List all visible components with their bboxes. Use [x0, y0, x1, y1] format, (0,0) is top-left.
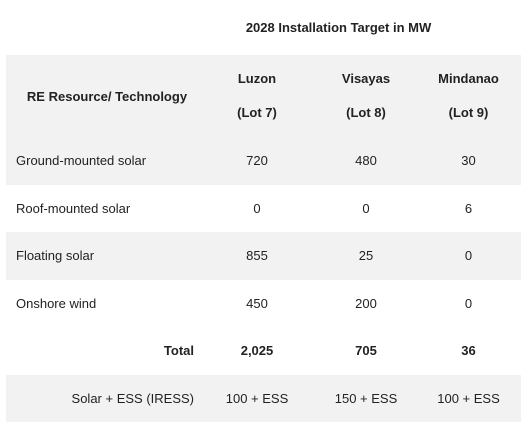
column-lot: (Lot 8): [346, 105, 386, 120]
cell-value: 6: [416, 184, 522, 232]
iress-value: 150 + ESS: [316, 374, 416, 422]
column-name: Mindanao: [438, 71, 499, 86]
column-lot: (Lot 7): [237, 105, 277, 120]
title-row: 2028 Installation Target in MW: [6, 0, 522, 55]
table-row: Ground-mounted solar 720 480 30: [6, 137, 522, 185]
cell-value: 200: [316, 279, 416, 327]
column-header-visayas: Visayas (Lot 8): [316, 55, 416, 137]
total-label: Total: [6, 327, 198, 375]
table-row: Floating solar 855 25 0: [6, 232, 522, 280]
iress-value: 100 + ESS: [416, 374, 522, 422]
row-label: Onshore wind: [6, 279, 198, 327]
cell-value: 0: [416, 232, 522, 280]
cell-value: 480: [316, 137, 416, 185]
table-row: Onshore wind 450 200 0: [6, 279, 522, 327]
column-header-mindanao: Mindanao (Lot 9): [416, 55, 522, 137]
iress-value: 100 + ESS: [198, 374, 316, 422]
iress-label: Solar + ESS (IRESS): [6, 374, 198, 422]
total-value: 2,025: [198, 327, 316, 375]
total-row: Total 2,025 705 36: [6, 327, 522, 375]
row-label: Floating solar: [6, 232, 198, 280]
installation-target-table: 2028 Installation Target in MW RE Resour…: [6, 0, 522, 422]
cell-value: 0: [198, 184, 316, 232]
table-row: Roof-mounted solar 0 0 6: [6, 184, 522, 232]
column-lot: (Lot 9): [448, 105, 489, 120]
column-name: Visayas: [341, 71, 391, 86]
cell-value: 450: [198, 279, 316, 327]
cell-value: 0: [316, 184, 416, 232]
iress-row: Solar + ESS (IRESS) 100 + ESS 150 + ESS …: [6, 374, 522, 422]
total-value: 36: [416, 327, 522, 375]
total-value: 705: [316, 327, 416, 375]
cell-value: 25: [316, 232, 416, 280]
cell-value: 30: [416, 137, 522, 185]
table-title: 2028 Installation Target in MW: [6, 0, 522, 55]
cell-value: 855: [198, 232, 316, 280]
cell-value: 0: [416, 279, 522, 327]
row-label: Ground-mounted solar: [6, 137, 198, 185]
row-label: Roof-mounted solar: [6, 184, 198, 232]
column-name: Luzon: [237, 71, 277, 86]
tech-column-header: RE Resource/ Technology: [6, 55, 198, 137]
header-row: RE Resource/ Technology Luzon (Lot 7) Vi…: [6, 55, 522, 137]
column-header-luzon: Luzon (Lot 7): [198, 55, 316, 137]
cell-value: 720: [198, 137, 316, 185]
